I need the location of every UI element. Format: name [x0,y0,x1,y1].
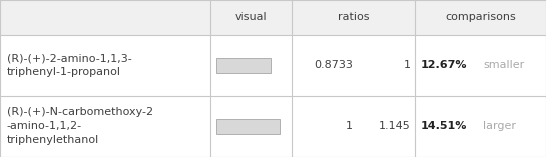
Text: 1: 1 [403,60,411,70]
Text: 12.67%: 12.67% [420,60,467,70]
Text: 1.145: 1.145 [379,121,411,131]
Bar [216,58,271,73]
Bar [0,0,546,35]
Text: 1: 1 [346,121,353,131]
Text: ratios: ratios [338,12,369,22]
Text: 14.51%: 14.51% [420,121,467,131]
Text: 0.8733: 0.8733 [314,60,353,70]
Text: (R)-(+)-2-amino-1,1,3-
triphenyl-1-propanol: (R)-(+)-2-amino-1,1,3- triphenyl-1-propa… [7,53,131,77]
Text: larger: larger [483,121,516,131]
Bar [216,119,280,134]
Text: (R)-(+)-N-carbomethoxy-2
-amino-1,1,2-
triphenylethanol: (R)-(+)-N-carbomethoxy-2 -amino-1,1,2- t… [7,107,153,145]
Text: comparisons: comparisons [445,12,516,22]
Text: visual: visual [235,12,268,22]
Text: smaller: smaller [483,60,524,70]
